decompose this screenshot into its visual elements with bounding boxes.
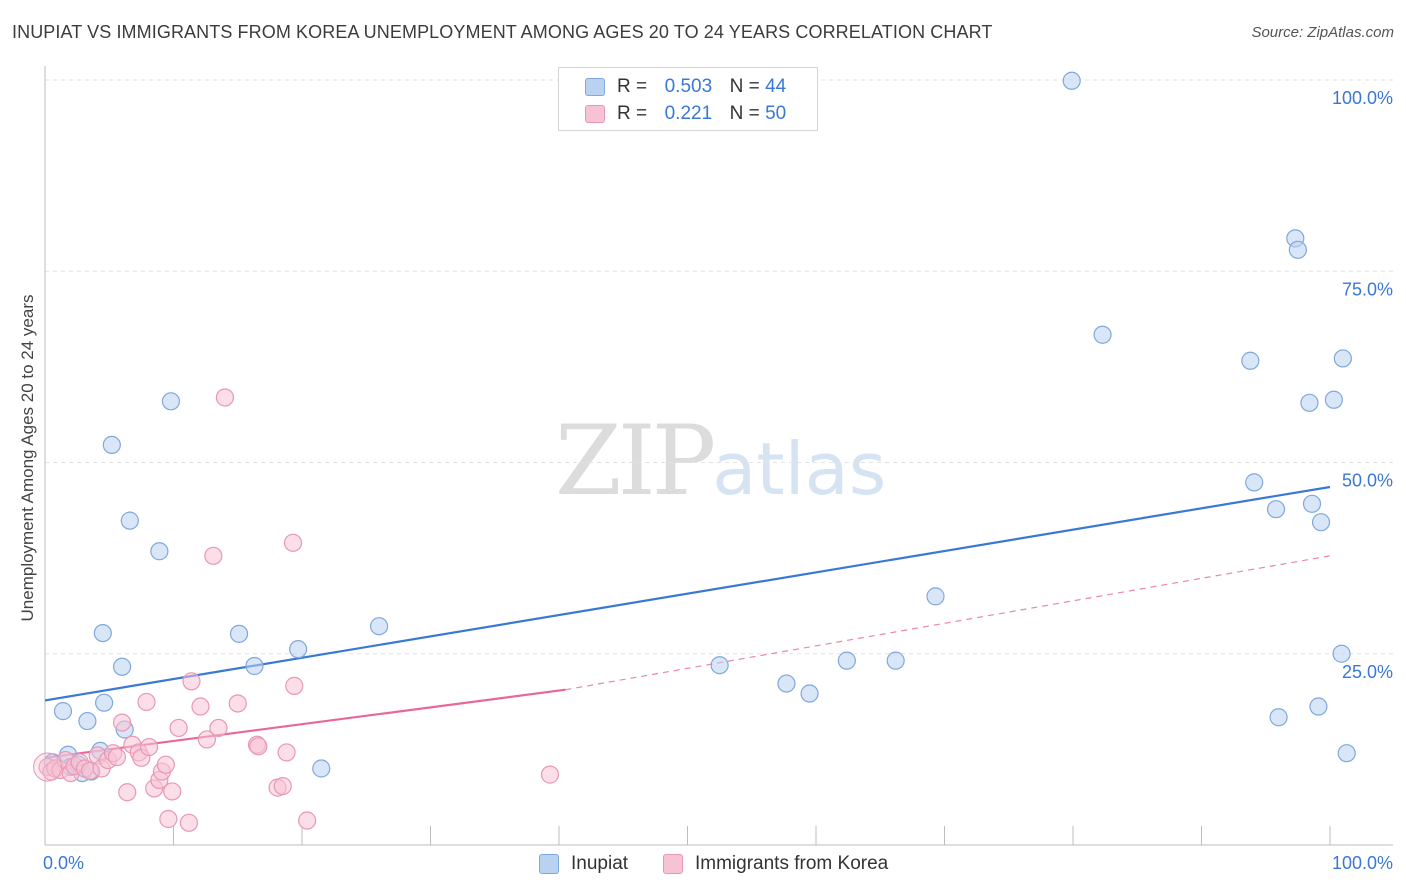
y-axis-label: Unemployment Among Ages 20 to 24 years <box>18 294 37 622</box>
data-point-korea <box>249 737 268 756</box>
data-point-korea <box>228 694 247 713</box>
y-tick-label: 100.0% <box>1332 88 1393 108</box>
data-point-korea <box>137 692 156 712</box>
legend-row-inupiat: R = 0.503 N = 44 <box>585 75 786 99</box>
data-point-korea <box>33 752 63 782</box>
data-point-inupiat <box>1324 390 1343 409</box>
data-points <box>33 71 1356 832</box>
data-point-korea <box>540 765 560 784</box>
y-tick-label: 25.0% <box>1342 662 1393 682</box>
bottom-legend-swatch-korea <box>663 854 683 874</box>
data-point-korea <box>107 747 127 767</box>
data-point-inupiat <box>710 656 729 675</box>
data-point-inupiat <box>837 651 856 670</box>
data-point-inupiat <box>150 542 169 561</box>
legend-r-label: R = <box>617 76 648 97</box>
x-tick-label: 100.0% <box>1332 853 1393 873</box>
data-point-inupiat <box>245 656 264 676</box>
data-point-inupiat <box>53 702 73 721</box>
watermark: ZIPatlas <box>555 405 886 517</box>
data-point-inupiat <box>102 435 121 455</box>
bottom-legend-inupiat: Inupiat <box>539 852 628 876</box>
data-point-korea <box>182 672 201 691</box>
bottom-legend-label-korea: Immigrants from Korea <box>695 853 889 874</box>
data-point-inupiat <box>1311 513 1331 532</box>
legend-n-value: 44 <box>765 76 787 97</box>
tick-labels: 25.0% 50.0% 75.0% 100.0% 0.0% 100.0% <box>43 88 1393 873</box>
data-point-inupiat <box>95 693 114 712</box>
y-tick-label: 75.0% <box>1342 279 1393 299</box>
bottom-legend-label-inupiat: Inupiat <box>571 853 629 874</box>
watermark-zip: ZIP <box>555 405 716 517</box>
data-point-korea <box>273 776 292 796</box>
stats-legend: R = 0.503 N = 44 R = 0.221 N = 50 <box>558 67 818 131</box>
legend-r-value: 0.503 <box>664 76 713 97</box>
legend-n-label: N = <box>729 103 760 124</box>
data-point-inupiat <box>1302 494 1322 513</box>
data-point-korea <box>139 737 159 757</box>
data-point-korea <box>283 533 303 552</box>
data-point-korea <box>191 697 210 716</box>
data-point-korea <box>298 811 317 830</box>
data-point-korea <box>285 676 304 695</box>
data-point-korea <box>209 718 228 738</box>
data-point-inupiat <box>926 587 945 606</box>
data-point-inupiat <box>1241 351 1260 370</box>
axes <box>44 66 1393 846</box>
y-tick-label: 50.0% <box>1342 471 1393 491</box>
data-point-inupiat <box>370 617 389 636</box>
data-point-inupiat <box>1337 744 1356 763</box>
chart-title: INUPIAT VS IMMIGRANTS FROM KOREA UNEMPLO… <box>12 22 993 42</box>
legend-n-value: 50 <box>765 103 787 124</box>
bottom-legend-swatch-inupiat <box>539 854 559 874</box>
data-point-inupiat <box>1288 240 1307 259</box>
legend-r-value: 0.221 <box>664 103 713 124</box>
grid-lines <box>45 79 1393 655</box>
data-point-inupiat <box>1062 71 1081 90</box>
data-point-inupiat <box>120 511 139 530</box>
data-point-inupiat <box>161 392 181 411</box>
data-point-korea <box>215 388 234 407</box>
trend-lines <box>44 485 1331 759</box>
watermark-atlas: atlas <box>712 427 887 511</box>
data-point-inupiat <box>1309 697 1328 716</box>
source-label: Source: ZipAtlas.com <box>1251 24 1394 41</box>
legend-swatch-inupiat <box>585 78 605 96</box>
data-point-inupiat <box>886 651 905 670</box>
data-point-inupiat <box>1269 708 1288 727</box>
data-point-inupiat <box>1332 644 1351 663</box>
data-point-inupiat <box>800 684 819 703</box>
trend-line-korea-extension <box>565 555 1331 691</box>
bottom-legend-korea: Immigrants from Korea <box>663 852 888 876</box>
legend-r-label: R = <box>617 103 648 124</box>
legend-swatch-korea <box>585 105 605 123</box>
data-point-korea <box>179 813 199 832</box>
data-point-korea <box>169 718 188 738</box>
data-point-inupiat <box>777 674 796 693</box>
data-point-inupiat <box>93 623 112 643</box>
data-point-korea <box>112 713 132 732</box>
data-point-korea <box>197 730 217 749</box>
x-tick-label: 0.0% <box>43 853 84 873</box>
data-point-inupiat <box>112 657 132 676</box>
data-point-korea <box>159 809 178 829</box>
data-point-inupiat <box>1266 500 1286 519</box>
data-point-korea <box>163 782 182 801</box>
data-point-inupiat <box>312 759 331 778</box>
data-point-inupiat <box>1300 393 1319 412</box>
data-point-korea <box>277 743 296 762</box>
data-point-inupiat <box>1093 325 1112 344</box>
legend-n-label: N = <box>729 76 760 97</box>
data-point-inupiat <box>289 640 308 659</box>
data-point-inupiat <box>78 711 97 731</box>
data-point-korea <box>156 755 175 774</box>
data-point-inupiat <box>1333 349 1352 368</box>
data-point-korea <box>204 546 223 565</box>
data-point-korea <box>118 783 137 802</box>
data-point-inupiat <box>229 624 249 643</box>
legend-row-korea: R = 0.221 N = 50 <box>585 102 786 126</box>
data-point-inupiat <box>1245 473 1264 492</box>
